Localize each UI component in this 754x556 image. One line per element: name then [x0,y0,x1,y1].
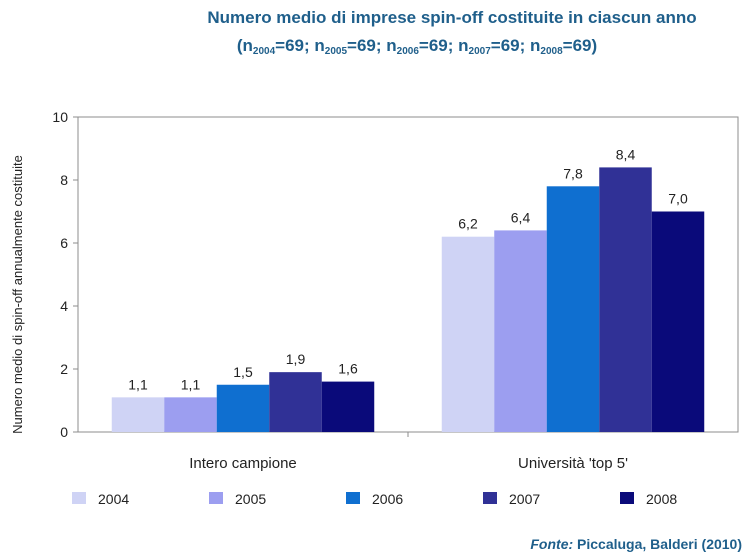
y-tick-label: 6 [60,235,68,251]
subtitle-part: n2008=69) [530,36,598,57]
bar-2006 [216,384,270,432]
source-text: Piccaluga, Balderi (2010) [573,536,742,552]
data-label: 1,5 [233,364,253,380]
bar-2006 [546,186,600,432]
chart-title: Numero medio di imprese spin-off costitu… [0,8,754,57]
chart-subtitle: (n2004=69; n2005=69; n2006=69; n2007=69;… [236,36,598,57]
bar-chart: 0 2 4 6 8 10 Numero medio di spin-off annualme… [10,109,739,507]
source-note: Fonte: Piccaluga, Balderi (2010) [530,536,742,552]
legend-swatch-2004 [72,492,86,504]
category-label: Università 'top 5' [518,455,628,472]
legend-label: 2006 [372,491,403,507]
data-label: 1,1 [128,376,148,392]
data-label: 6,4 [511,209,531,225]
data-label: 1,1 [181,376,201,392]
legend-swatch-2005 [209,492,223,504]
legend-label: 2004 [98,491,129,507]
data-label: 7,0 [668,191,688,207]
legend-label: 2007 [509,491,540,507]
data-label: 6,2 [458,216,478,232]
data-label: 7,8 [563,165,583,181]
category-label: Intero campione [189,455,297,472]
legend-label: 2008 [646,491,677,507]
chart-title-line1: Numero medio di imprese spin-off costitu… [207,8,697,27]
y-tick-label: 8 [60,172,68,188]
y-tick-label: 2 [60,361,68,377]
data-label: 1,9 [286,351,306,367]
legend-swatch-2008 [620,492,634,504]
y-tick-label: 4 [60,298,68,314]
bar-2008 [321,381,375,432]
legend-swatch-2007 [483,492,497,504]
subtitle-part: n2006=69; [386,36,459,57]
y-axis-label: Numero medio di spin-off annualmente cos… [10,155,25,434]
data-label: 1,6 [338,361,358,377]
subtitle-part: n2007=69; [458,36,531,57]
legend-swatch-2006 [346,492,360,504]
subtitle-part: n2004=69; [242,36,315,57]
bar-2004 [441,236,495,432]
y-tick-label: 0 [60,424,68,440]
bar-2005 [164,397,217,432]
legend-label: 2005 [235,491,266,507]
y-tick-label: 10 [52,109,68,125]
bar-2007 [599,167,652,432]
data-label: 8,4 [616,146,636,162]
bar-2008 [651,211,705,432]
bar-2005 [494,230,547,432]
source-label: Fonte: [530,536,574,552]
subtitle-part: n2005=69; [314,36,387,57]
bar-2007 [269,372,322,432]
bar-2004 [111,397,165,432]
